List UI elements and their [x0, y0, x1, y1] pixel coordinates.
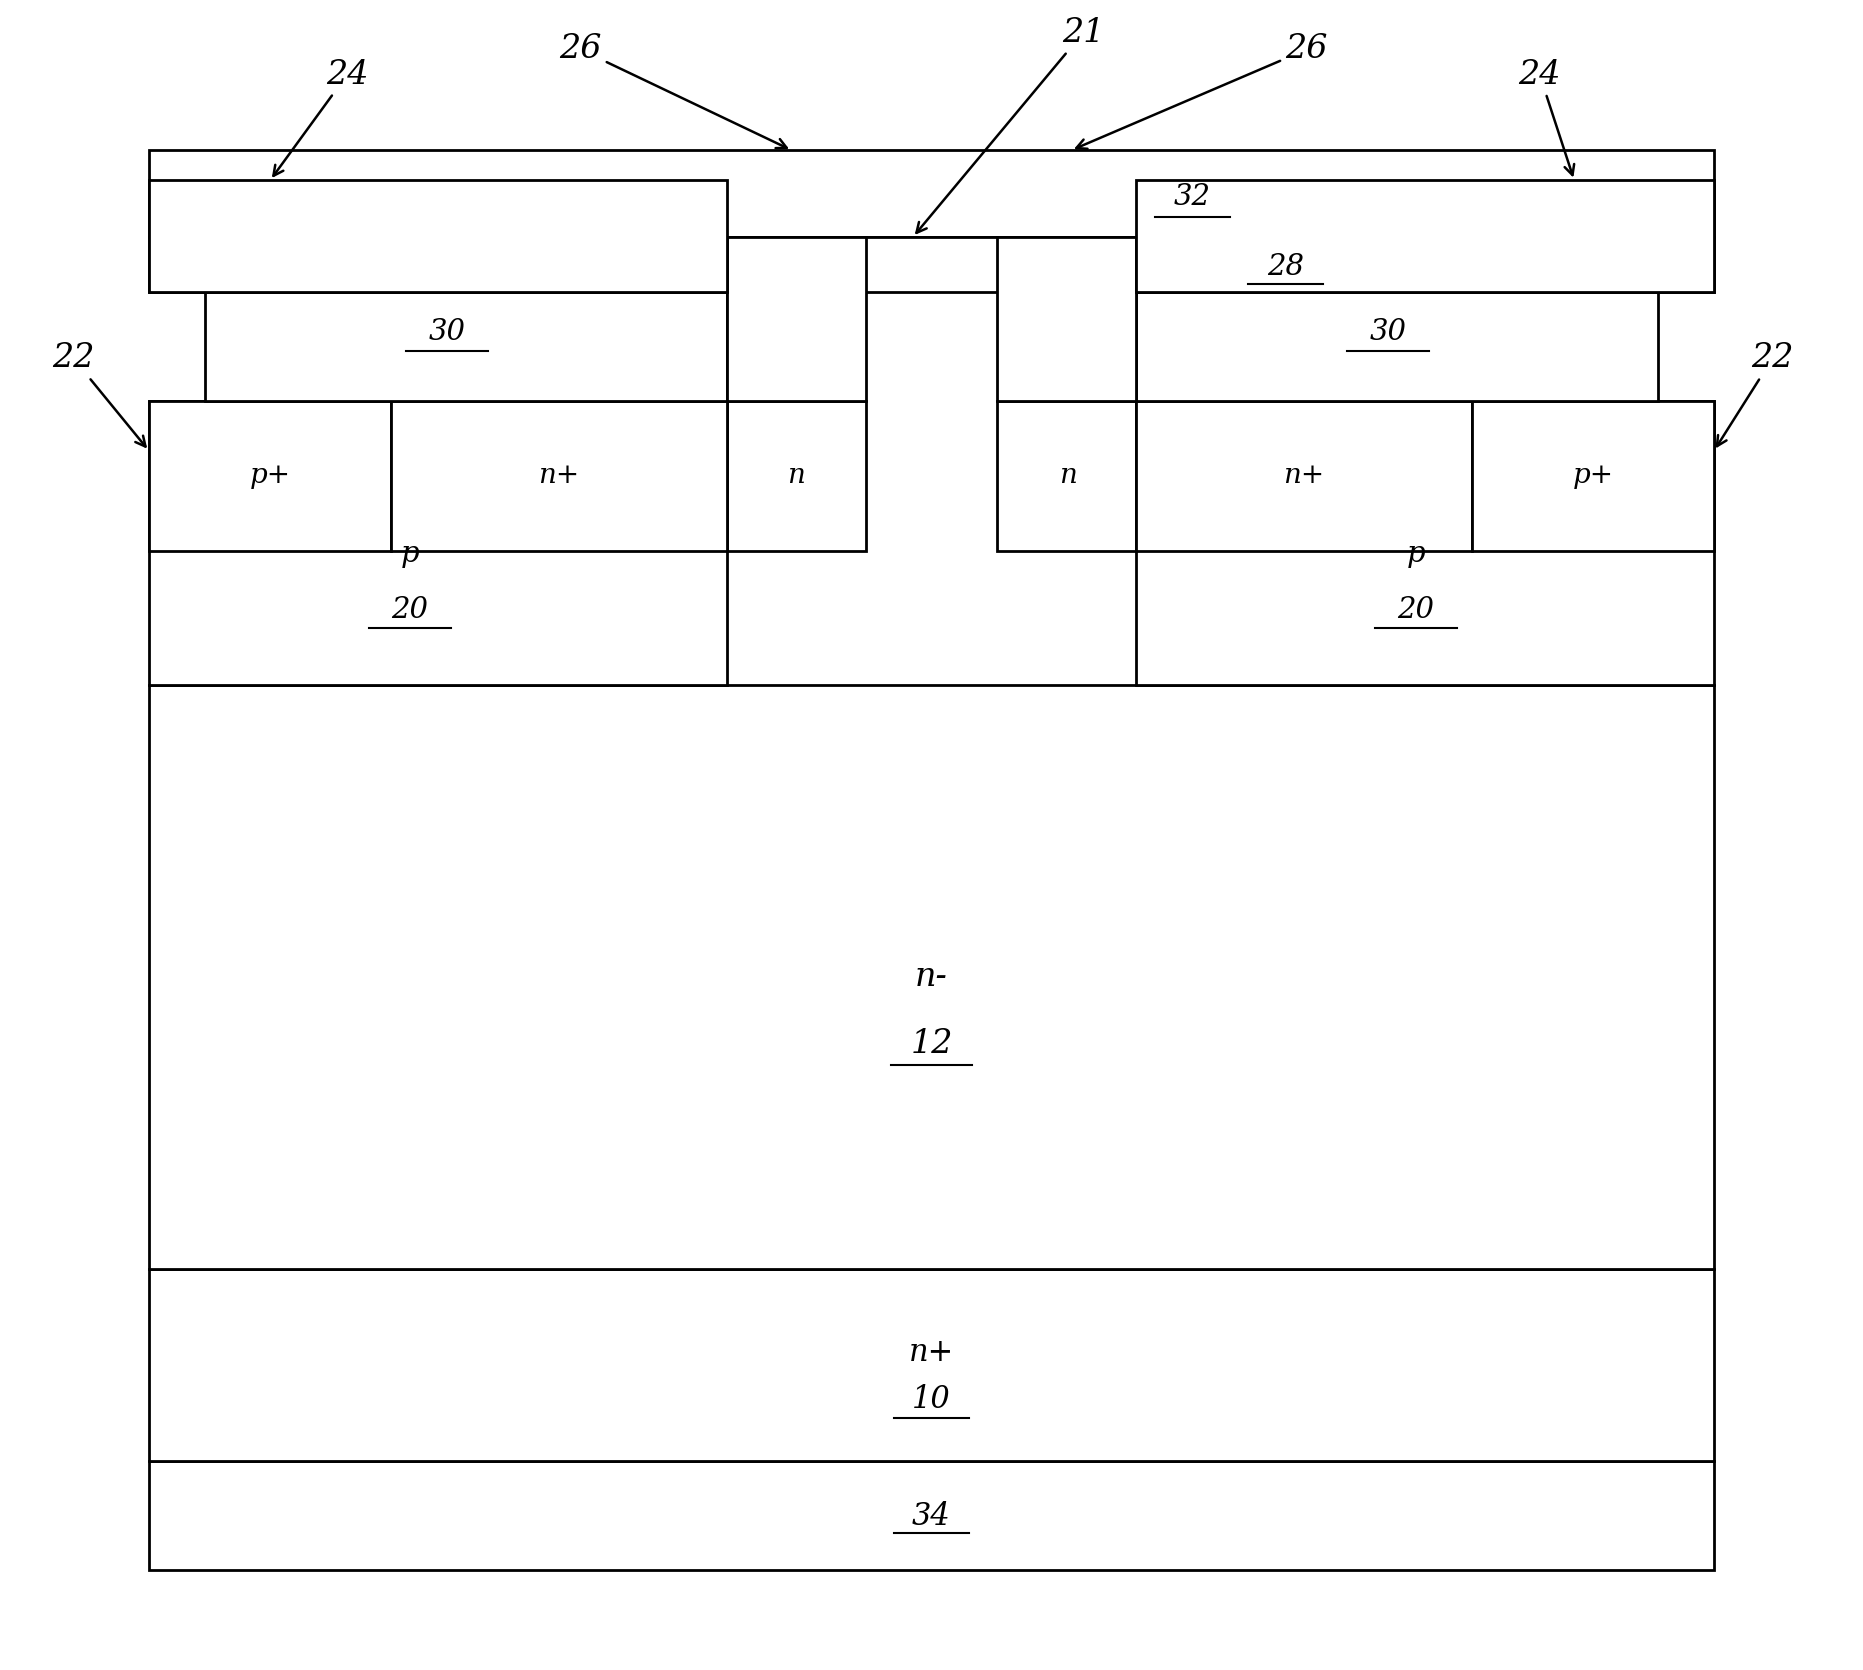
Text: n+: n+	[909, 1338, 954, 1368]
FancyBboxPatch shape	[149, 1269, 1714, 1461]
Text: 22: 22	[1718, 342, 1794, 446]
Text: n+: n+	[538, 463, 579, 489]
FancyBboxPatch shape	[149, 401, 727, 685]
FancyBboxPatch shape	[149, 685, 1714, 1269]
Text: n: n	[1058, 463, 1077, 489]
FancyBboxPatch shape	[997, 237, 1136, 401]
Text: n-: n-	[915, 960, 948, 994]
FancyBboxPatch shape	[391, 401, 727, 551]
FancyBboxPatch shape	[149, 1461, 1714, 1570]
Text: n: n	[786, 463, 805, 489]
Text: 32: 32	[1174, 184, 1211, 210]
FancyBboxPatch shape	[149, 180, 727, 292]
Text: p: p	[1407, 541, 1425, 568]
FancyBboxPatch shape	[727, 401, 866, 551]
FancyBboxPatch shape	[727, 237, 866, 401]
FancyBboxPatch shape	[1472, 401, 1714, 551]
Text: 34: 34	[913, 1501, 950, 1531]
Text: p+: p+	[1572, 463, 1613, 489]
Text: 24: 24	[1518, 58, 1574, 175]
FancyBboxPatch shape	[1136, 180, 1714, 292]
FancyBboxPatch shape	[997, 401, 1136, 551]
Text: 30: 30	[1369, 319, 1407, 346]
Text: p: p	[401, 541, 419, 568]
Text: 20: 20	[391, 596, 428, 623]
Text: 24: 24	[274, 58, 369, 175]
FancyBboxPatch shape	[1136, 401, 1472, 551]
Text: 12: 12	[911, 1027, 952, 1060]
Text: p+: p+	[250, 463, 291, 489]
Text: 26: 26	[1077, 33, 1328, 149]
FancyBboxPatch shape	[149, 237, 1714, 292]
FancyBboxPatch shape	[1136, 292, 1658, 401]
FancyBboxPatch shape	[1136, 401, 1714, 685]
Text: 21: 21	[917, 17, 1105, 232]
Text: 20: 20	[1397, 596, 1435, 623]
Text: 26: 26	[559, 33, 786, 149]
FancyBboxPatch shape	[149, 401, 391, 551]
Text: n+: n+	[1284, 463, 1325, 489]
Text: 10: 10	[913, 1384, 950, 1414]
Text: 28: 28	[1267, 254, 1304, 281]
FancyBboxPatch shape	[149, 150, 1714, 237]
Text: 30: 30	[428, 319, 466, 346]
FancyBboxPatch shape	[205, 292, 727, 401]
Text: 22: 22	[52, 342, 145, 446]
